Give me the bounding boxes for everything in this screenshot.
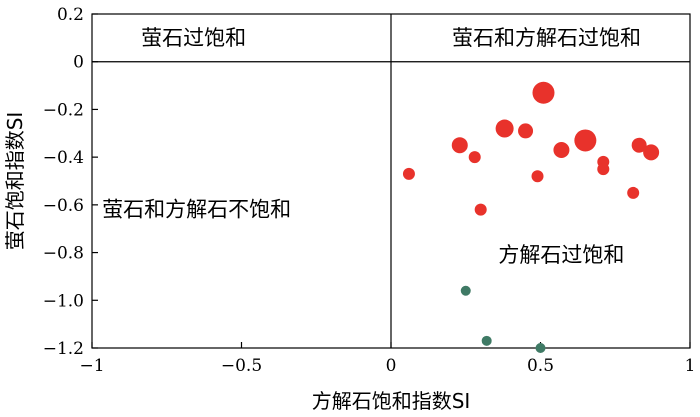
region-label: 萤石过饱和 xyxy=(141,26,246,50)
y-tick-label: −1.2 xyxy=(43,339,84,359)
red-data-point xyxy=(574,129,597,152)
red-data-point xyxy=(531,170,544,183)
y-tick-label: −0.2 xyxy=(43,100,84,120)
red-data-point xyxy=(474,203,487,216)
x-tick-label: −0.5 xyxy=(221,356,262,376)
y-tick-label: −1.0 xyxy=(43,291,84,311)
green-data-point xyxy=(535,343,546,353)
y-axis-title: 萤石饱和指数SI xyxy=(3,112,27,251)
red-data-point xyxy=(532,81,555,104)
red-data-point xyxy=(495,119,514,138)
x-tick-label: 0.5 xyxy=(527,356,554,376)
green-data-point xyxy=(460,285,471,296)
y-tick-label: −0.4 xyxy=(43,148,84,168)
y-tick-label: 0 xyxy=(73,53,84,73)
green-data-point xyxy=(481,335,492,346)
red-data-point xyxy=(468,151,481,164)
region-label: 萤石和方解石不饱和 xyxy=(102,198,291,222)
red-data-point xyxy=(643,144,660,161)
x-tick-label: −1 xyxy=(79,356,104,376)
data-points xyxy=(402,81,660,353)
red-data-point xyxy=(627,186,640,199)
red-data-point xyxy=(553,141,570,158)
y-tick-label: 0.2 xyxy=(57,5,84,25)
region-label: 萤石和方解石过饱和 xyxy=(452,26,641,50)
region-label: 方解石过饱和 xyxy=(498,243,624,267)
y-axis-ticks: 0.2 0 −0.2 −0.4 −0.6 −0.8 −1.0 −1.2 xyxy=(43,5,98,359)
red-data-point xyxy=(518,123,534,139)
y-tick-label: −0.6 xyxy=(43,196,84,216)
red-data-point xyxy=(631,137,647,153)
red-data-point xyxy=(402,167,415,180)
x-axis-title: 方解石饱和指数SI xyxy=(312,389,471,413)
red-data-point xyxy=(597,163,610,176)
y-tick-label: −0.8 xyxy=(43,244,84,264)
x-tick-label: 1 xyxy=(685,356,696,376)
x-axis-ticks: −1 −0.5 0 0.5 1 xyxy=(79,342,695,376)
x-tick-label: 0 xyxy=(386,356,397,376)
red-data-point xyxy=(451,137,468,154)
